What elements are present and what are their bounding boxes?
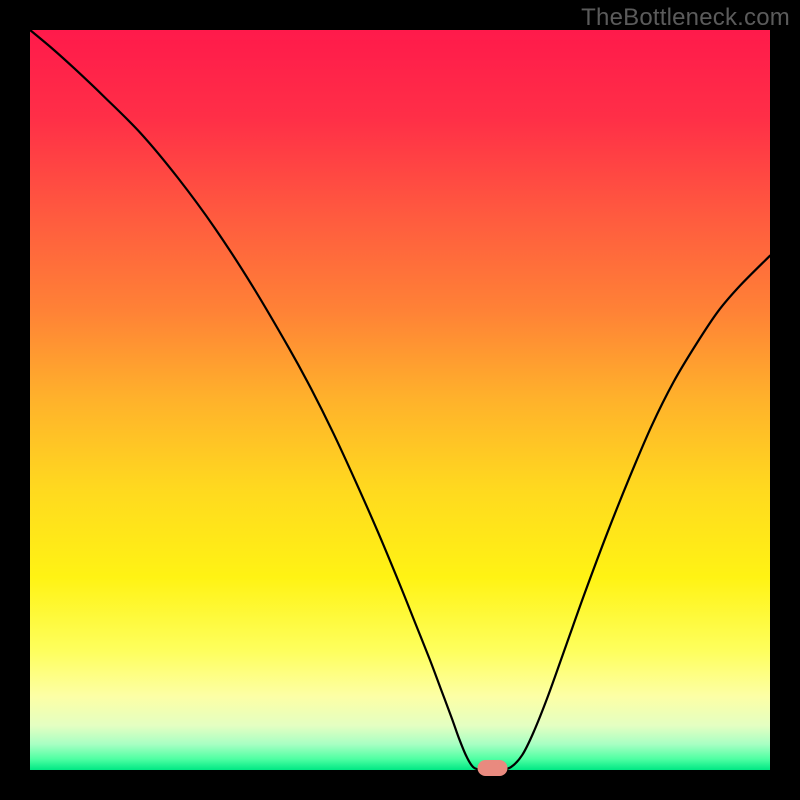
bottleneck-chart (0, 0, 800, 800)
optimal-marker (478, 760, 508, 776)
chart-container: TheBottleneck.com (0, 0, 800, 800)
gradient-plot-area (30, 30, 770, 770)
watermark-text: TheBottleneck.com (581, 4, 790, 32)
